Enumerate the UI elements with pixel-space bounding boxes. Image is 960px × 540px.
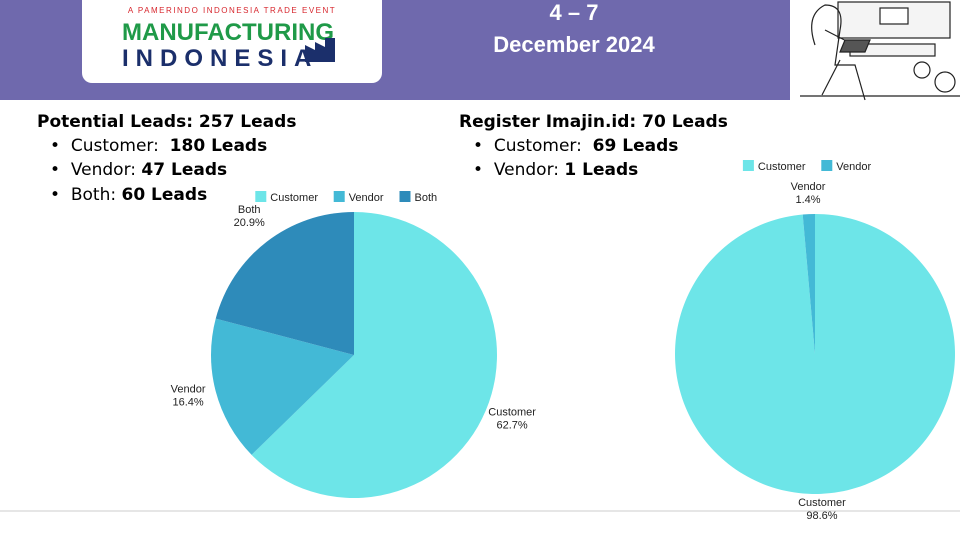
slice-label: Vendor (791, 181, 826, 193)
legend-swatch (399, 191, 411, 202)
slice-value-label: 16.4% (172, 397, 203, 409)
pie-slice (210, 318, 354, 455)
pie-slice (251, 212, 497, 498)
slice-value-label: 62.7% (497, 420, 528, 432)
item-label: Vendor: (493, 160, 559, 180)
bullet-item: • Customer: 69 Leads (473, 136, 679, 156)
legend-label: Customer (758, 161, 806, 173)
slice-label: Customer (488, 407, 536, 419)
slice-label: Both (238, 204, 261, 216)
pie-slice (674, 214, 955, 494)
slice-value-label: 98.6% (806, 510, 837, 522)
slice-value-label: 20.9% (234, 217, 265, 229)
item-value: 180 Leads (169, 136, 268, 156)
item-label: Both: (70, 185, 117, 205)
item-value: 69 Leads (592, 136, 679, 156)
slice-label: Customer (798, 497, 846, 509)
slice-label: Vendor (171, 384, 206, 396)
item-value: 47 Leads (141, 160, 228, 180)
item-value: 60 Leads (121, 185, 208, 205)
logo-box (82, 0, 382, 83)
section-title: Register Imajin.id: 70 Leads (459, 112, 728, 132)
logo-line2: INDONESIA (122, 45, 318, 72)
legend-label: Customer (270, 192, 318, 204)
section-title: Potential Leads: 257 Leads (37, 112, 297, 132)
pie-slice (802, 214, 815, 354)
logo-line1: MANUFACTURING (122, 19, 334, 46)
legend-swatch (742, 160, 754, 171)
bullet-item: • Customer: 180 Leads (50, 136, 268, 156)
dates: 4 – 7 (550, 0, 599, 25)
bullet-item: • Vendor: 1 Leads (473, 160, 639, 180)
legend-label: Vendor (836, 161, 871, 173)
slice-value-label: 1.4% (796, 194, 821, 206)
bullet-item: • Vendor: 47 Leads (50, 160, 228, 180)
legend-label: Both (415, 192, 438, 204)
tagline: A PAMERINDO INDONESIA TRADE EVENT (128, 6, 336, 15)
item-value: 1 Leads (564, 160, 639, 180)
legend-label: Vendor (349, 192, 384, 204)
legend-swatch (255, 191, 267, 202)
logo-icon (305, 38, 335, 62)
pie-slice (215, 212, 354, 355)
item-label: Customer: (70, 136, 159, 156)
month: December 2024 (493, 32, 655, 57)
item-label: Vendor: (70, 160, 136, 180)
item-label: Customer: (493, 136, 582, 156)
legend-swatch (333, 191, 345, 202)
bullet-item: • Both: 60 Leads (50, 185, 208, 205)
legend-swatch (821, 160, 833, 171)
illustration (790, 0, 960, 101)
